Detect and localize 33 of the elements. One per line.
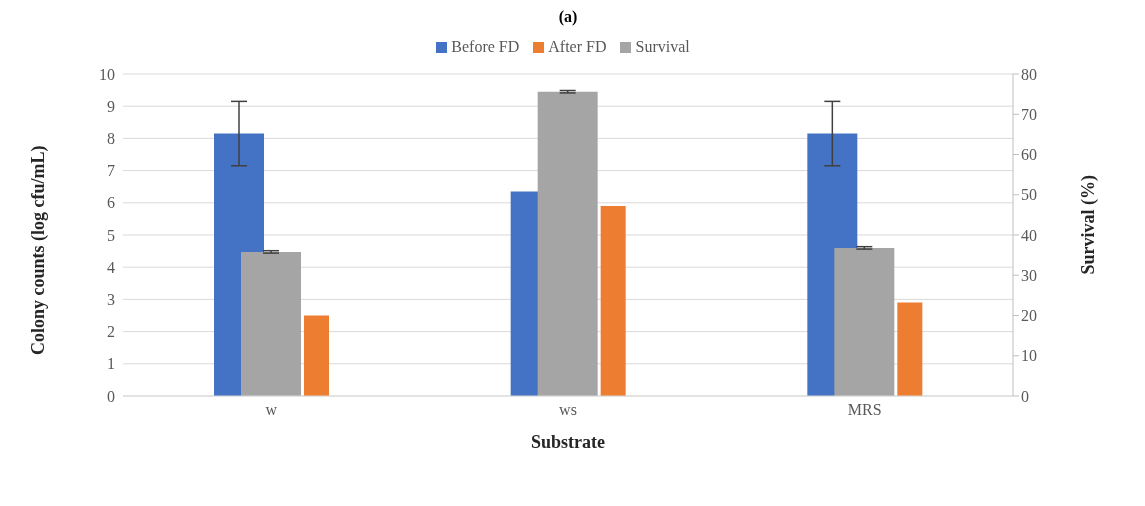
- y-tick-label: 4: [107, 258, 115, 276]
- y2-tick-label: 30: [1021, 266, 1037, 284]
- y-tick-label: 3: [107, 291, 115, 309]
- y2-tick-label: 0: [1021, 387, 1029, 405]
- y-tick-label: 6: [107, 194, 115, 212]
- bar: [600, 206, 626, 396]
- legend-label: Before FD: [450, 38, 520, 56]
- y-tick-label: 9: [107, 97, 115, 115]
- bar: [304, 315, 329, 396]
- legend-label: Survival: [634, 38, 690, 56]
- y-tick-label: 2: [107, 323, 115, 341]
- x-tick-label: w: [265, 401, 278, 419]
- y2-tick-label: 10: [1021, 347, 1037, 365]
- x-axis-title: Substrate: [530, 432, 606, 452]
- y2-tick-label: 60: [1021, 146, 1037, 164]
- y-tick-label: 5: [107, 226, 115, 244]
- bar: [897, 302, 923, 396]
- y-tick-label: 1: [107, 355, 115, 373]
- x-tick-label: ws: [559, 401, 577, 419]
- y2-axis-title: Survival (%): [1078, 175, 1100, 275]
- y2-tick-label: 20: [1021, 307, 1037, 325]
- y-tick-label: 0: [107, 387, 115, 405]
- y-axis-title: Colony counts (log cfu/mL): [28, 145, 50, 355]
- x-tick-label: MRS: [847, 401, 882, 419]
- y-tick-label: 7: [107, 162, 115, 180]
- y2-tick-label: 50: [1021, 186, 1037, 204]
- chart-title: (a): [557, 8, 579, 26]
- y-tick-label: 10: [99, 65, 115, 83]
- y2-tick-label: 70: [1021, 105, 1037, 123]
- y2-tick-label: 40: [1021, 226, 1037, 244]
- y2-tick-label: 80: [1021, 65, 1037, 83]
- legend-label: After FD: [547, 38, 607, 56]
- y-tick-label: 8: [107, 130, 115, 148]
